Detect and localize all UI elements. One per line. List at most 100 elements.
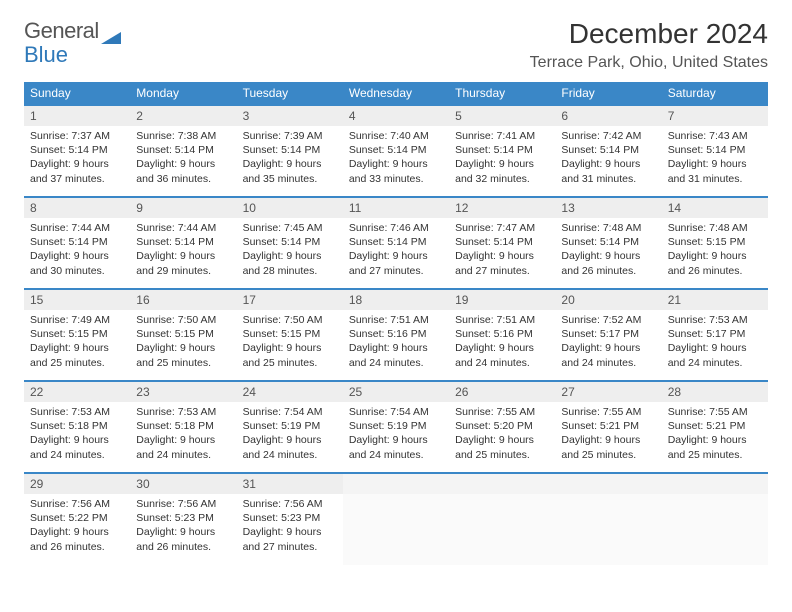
day-line: Sunset: 5:14 PM bbox=[561, 235, 655, 249]
location-subtitle: Terrace Park, Ohio, United States bbox=[530, 54, 768, 72]
day-line: Daylight: 9 hours bbox=[349, 433, 443, 447]
day-number: 5 bbox=[449, 106, 555, 126]
day-details: Sunrise: 7:42 AMSunset: 5:14 PMDaylight:… bbox=[555, 126, 661, 189]
day-details: Sunrise: 7:45 AMSunset: 5:14 PMDaylight:… bbox=[237, 218, 343, 281]
day-line: Sunset: 5:14 PM bbox=[349, 143, 443, 157]
day-line: and 27 minutes. bbox=[349, 264, 443, 278]
calendar-day-cell: 19Sunrise: 7:51 AMSunset: 5:16 PMDayligh… bbox=[449, 289, 555, 381]
day-line: and 24 minutes. bbox=[561, 356, 655, 370]
day-details: Sunrise: 7:40 AMSunset: 5:14 PMDaylight:… bbox=[343, 126, 449, 189]
day-number: 28 bbox=[662, 382, 768, 402]
day-line: Sunrise: 7:54 AM bbox=[349, 405, 443, 419]
day-line: Sunrise: 7:40 AM bbox=[349, 129, 443, 143]
calendar-day-cell: 13Sunrise: 7:48 AMSunset: 5:14 PMDayligh… bbox=[555, 197, 661, 289]
weekday-header: Monday bbox=[130, 82, 236, 105]
calendar-day-cell: 3Sunrise: 7:39 AMSunset: 5:14 PMDaylight… bbox=[237, 105, 343, 197]
calendar-header-row: SundayMondayTuesdayWednesdayThursdayFrid… bbox=[24, 82, 768, 105]
calendar-day-cell: 20Sunrise: 7:52 AMSunset: 5:17 PMDayligh… bbox=[555, 289, 661, 381]
day-line: Daylight: 9 hours bbox=[668, 341, 762, 355]
calendar-day-cell bbox=[343, 473, 449, 565]
day-line: and 26 minutes. bbox=[136, 540, 230, 554]
day-line: and 32 minutes. bbox=[455, 172, 549, 186]
calendar-day-cell bbox=[449, 473, 555, 565]
day-line: Daylight: 9 hours bbox=[561, 433, 655, 447]
calendar-body: 1Sunrise: 7:37 AMSunset: 5:14 PMDaylight… bbox=[24, 105, 768, 565]
day-number: 3 bbox=[237, 106, 343, 126]
day-line: Daylight: 9 hours bbox=[455, 249, 549, 263]
day-line: Daylight: 9 hours bbox=[455, 433, 549, 447]
day-line: Sunset: 5:17 PM bbox=[668, 327, 762, 341]
day-number: 25 bbox=[343, 382, 449, 402]
day-number: 10 bbox=[237, 198, 343, 218]
day-line: Daylight: 9 hours bbox=[30, 341, 124, 355]
day-number: 6 bbox=[555, 106, 661, 126]
day-details: Sunrise: 7:48 AMSunset: 5:15 PMDaylight:… bbox=[662, 218, 768, 281]
day-details: Sunrise: 7:55 AMSunset: 5:20 PMDaylight:… bbox=[449, 402, 555, 465]
day-line: and 24 minutes. bbox=[136, 448, 230, 462]
day-line: Sunrise: 7:56 AM bbox=[30, 497, 124, 511]
day-line: and 30 minutes. bbox=[30, 264, 124, 278]
day-line: Sunset: 5:14 PM bbox=[349, 235, 443, 249]
day-number: 29 bbox=[24, 474, 130, 494]
day-line: Daylight: 9 hours bbox=[30, 525, 124, 539]
day-details: Sunrise: 7:50 AMSunset: 5:15 PMDaylight:… bbox=[130, 310, 236, 373]
day-line: Daylight: 9 hours bbox=[243, 249, 337, 263]
header: General December 2024 Terrace Park, Ohio… bbox=[24, 18, 768, 72]
day-line: Sunset: 5:21 PM bbox=[561, 419, 655, 433]
logo-triangle-icon bbox=[101, 24, 121, 38]
day-line: Sunrise: 7:54 AM bbox=[243, 405, 337, 419]
day-line: Sunset: 5:19 PM bbox=[243, 419, 337, 433]
day-line: Sunset: 5:16 PM bbox=[455, 327, 549, 341]
day-line: Daylight: 9 hours bbox=[30, 157, 124, 171]
calendar-day-cell: 7Sunrise: 7:43 AMSunset: 5:14 PMDaylight… bbox=[662, 105, 768, 197]
day-line: Daylight: 9 hours bbox=[455, 341, 549, 355]
day-line: and 26 minutes. bbox=[668, 264, 762, 278]
day-number: 23 bbox=[130, 382, 236, 402]
calendar-day-cell: 24Sunrise: 7:54 AMSunset: 5:19 PMDayligh… bbox=[237, 381, 343, 473]
calendar-day-cell: 2Sunrise: 7:38 AMSunset: 5:14 PMDaylight… bbox=[130, 105, 236, 197]
calendar-day-cell: 11Sunrise: 7:46 AMSunset: 5:14 PMDayligh… bbox=[343, 197, 449, 289]
day-line: Daylight: 9 hours bbox=[243, 433, 337, 447]
weekday-header: Friday bbox=[555, 82, 661, 105]
day-line: and 25 minutes. bbox=[243, 356, 337, 370]
day-details: Sunrise: 7:52 AMSunset: 5:17 PMDaylight:… bbox=[555, 310, 661, 373]
day-line: and 24 minutes. bbox=[668, 356, 762, 370]
calendar-day-cell: 27Sunrise: 7:55 AMSunset: 5:21 PMDayligh… bbox=[555, 381, 661, 473]
day-details: Sunrise: 7:51 AMSunset: 5:16 PMDaylight:… bbox=[449, 310, 555, 373]
day-line: Sunrise: 7:56 AM bbox=[243, 497, 337, 511]
day-line: Sunrise: 7:39 AM bbox=[243, 129, 337, 143]
logo: General bbox=[24, 18, 121, 44]
day-line: Sunset: 5:17 PM bbox=[561, 327, 655, 341]
day-line: and 31 minutes. bbox=[561, 172, 655, 186]
day-line: Sunrise: 7:51 AM bbox=[349, 313, 443, 327]
calendar-day-cell: 9Sunrise: 7:44 AMSunset: 5:14 PMDaylight… bbox=[130, 197, 236, 289]
day-line: Daylight: 9 hours bbox=[668, 249, 762, 263]
day-details: Sunrise: 7:50 AMSunset: 5:15 PMDaylight:… bbox=[237, 310, 343, 373]
calendar-day-cell: 31Sunrise: 7:56 AMSunset: 5:23 PMDayligh… bbox=[237, 473, 343, 565]
day-line: Sunset: 5:14 PM bbox=[243, 143, 337, 157]
day-line: and 27 minutes. bbox=[243, 540, 337, 554]
day-details: Sunrise: 7:54 AMSunset: 5:19 PMDaylight:… bbox=[237, 402, 343, 465]
calendar-week-row: 29Sunrise: 7:56 AMSunset: 5:22 PMDayligh… bbox=[24, 473, 768, 565]
day-line: Sunrise: 7:45 AM bbox=[243, 221, 337, 235]
day-line: and 24 minutes. bbox=[30, 448, 124, 462]
day-line: Sunrise: 7:44 AM bbox=[30, 221, 124, 235]
day-line: and 24 minutes. bbox=[349, 356, 443, 370]
day-line: Sunset: 5:15 PM bbox=[668, 235, 762, 249]
day-number: 1 bbox=[24, 106, 130, 126]
calendar-day-cell: 17Sunrise: 7:50 AMSunset: 5:15 PMDayligh… bbox=[237, 289, 343, 381]
calendar-day-cell: 16Sunrise: 7:50 AMSunset: 5:15 PMDayligh… bbox=[130, 289, 236, 381]
day-details: Sunrise: 7:53 AMSunset: 5:17 PMDaylight:… bbox=[662, 310, 768, 373]
day-details: Sunrise: 7:48 AMSunset: 5:14 PMDaylight:… bbox=[555, 218, 661, 281]
day-number: 18 bbox=[343, 290, 449, 310]
day-line: Daylight: 9 hours bbox=[455, 157, 549, 171]
day-line: and 37 minutes. bbox=[30, 172, 124, 186]
calendar-week-row: 1Sunrise: 7:37 AMSunset: 5:14 PMDaylight… bbox=[24, 105, 768, 197]
day-number: 27 bbox=[555, 382, 661, 402]
day-details: Sunrise: 7:55 AMSunset: 5:21 PMDaylight:… bbox=[662, 402, 768, 465]
day-line: Daylight: 9 hours bbox=[349, 249, 443, 263]
day-line: Sunset: 5:22 PM bbox=[30, 511, 124, 525]
day-details: Sunrise: 7:44 AMSunset: 5:14 PMDaylight:… bbox=[130, 218, 236, 281]
calendar-day-cell: 28Sunrise: 7:55 AMSunset: 5:21 PMDayligh… bbox=[662, 381, 768, 473]
day-line: Sunset: 5:14 PM bbox=[455, 143, 549, 157]
